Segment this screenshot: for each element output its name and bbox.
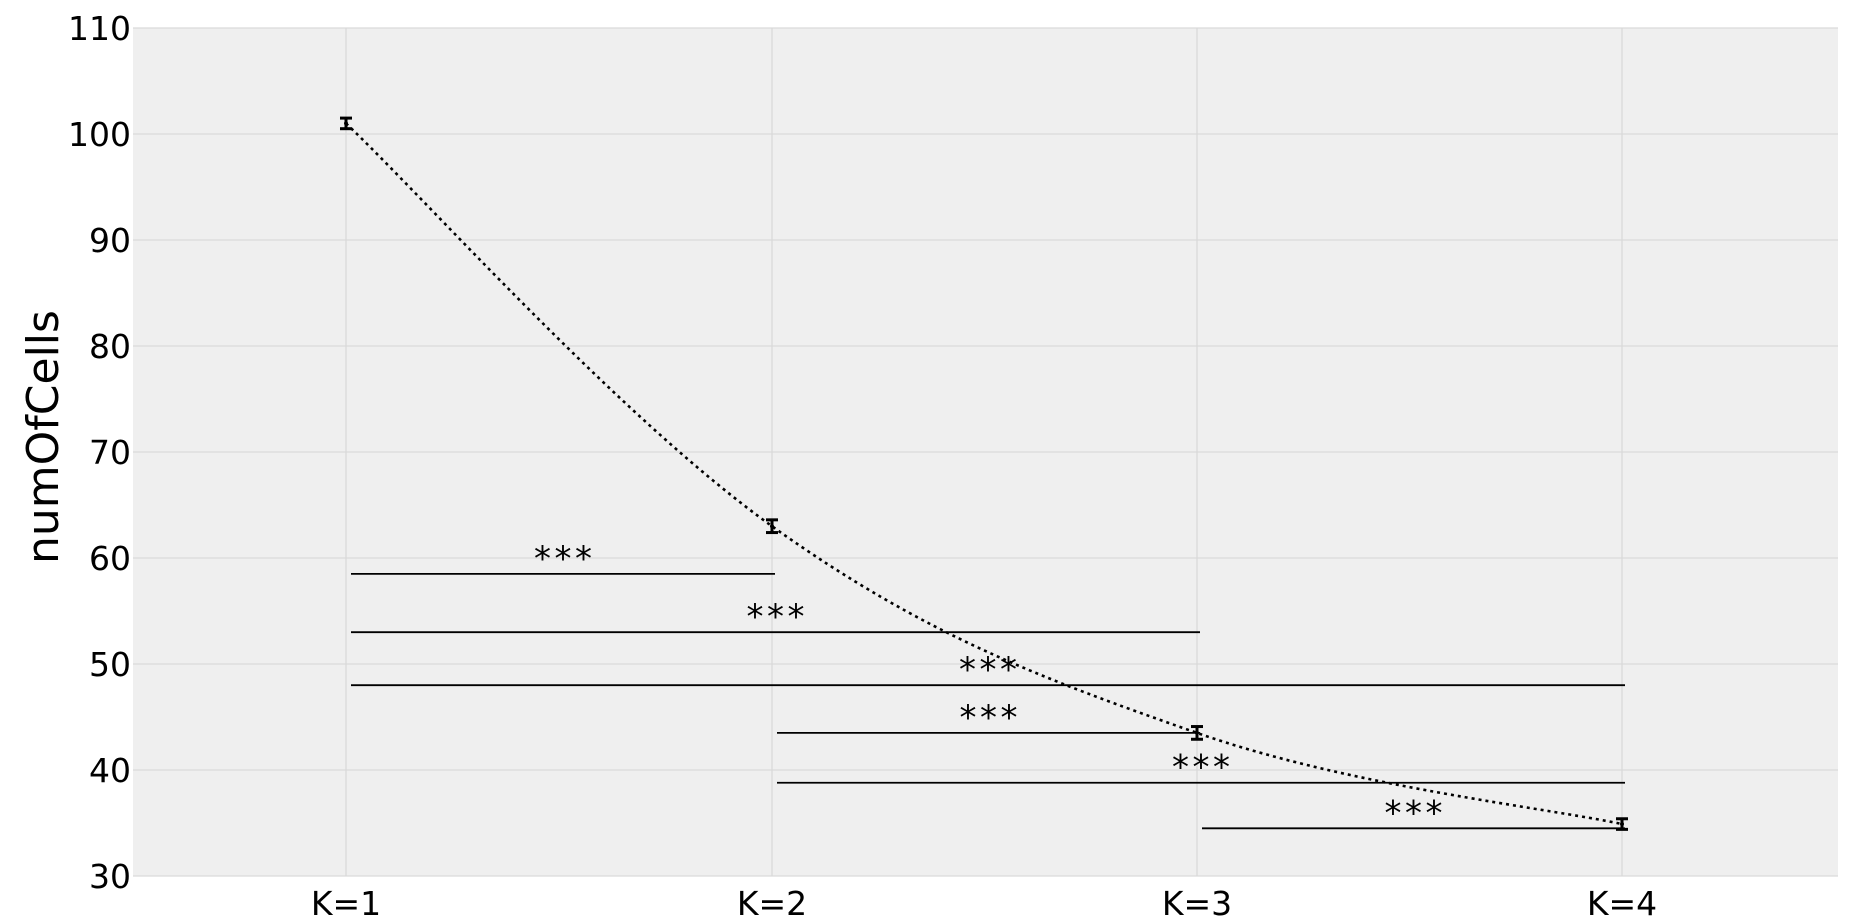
significance-label: *** [532, 539, 593, 579]
y-axis-label: numOfCells [18, 310, 69, 564]
y-tick-label: 60 [89, 539, 131, 578]
data-point [1195, 730, 1199, 735]
data-series [340, 116, 1628, 831]
data-point [1620, 822, 1624, 827]
error-bar [1191, 725, 1203, 741]
y-tick-label: 30 [89, 857, 131, 896]
error-bar [766, 518, 778, 535]
x-tick-label: K=1 [311, 884, 381, 919]
x-axis-ticks: K=1 K=2 K=3 K=4 [311, 884, 1657, 919]
error-bar [1616, 817, 1628, 831]
significance-label: *** [958, 698, 1019, 738]
y-axis-ticks: 30 40 50 60 70 80 90 100 110 [68, 9, 131, 896]
y-tick-label: 100 [68, 115, 131, 154]
x-tick-label: K=4 [1587, 884, 1657, 919]
y-tick-label: 50 [89, 645, 131, 684]
data-point [770, 524, 774, 529]
y-tick-label: 90 [89, 221, 131, 260]
y-tick-label: 110 [68, 9, 131, 48]
significance-label: *** [1383, 793, 1444, 833]
y-tick-label: 70 [89, 433, 131, 472]
data-point [344, 121, 348, 126]
significance-label: *** [957, 650, 1018, 690]
error-bar [340, 116, 352, 131]
y-tick-label: 80 [89, 327, 131, 366]
x-tick-label: K=3 [1162, 884, 1232, 919]
significance-label: *** [1170, 748, 1231, 788]
x-tick-label: K=2 [737, 884, 807, 919]
significance-brackets: *** *** *** *** *** *** [351, 539, 1625, 833]
grid-lines [133, 27, 1838, 877]
series-line [345, 122, 1623, 826]
y-tick-label: 40 [89, 751, 131, 790]
significance-label: *** [745, 597, 806, 637]
